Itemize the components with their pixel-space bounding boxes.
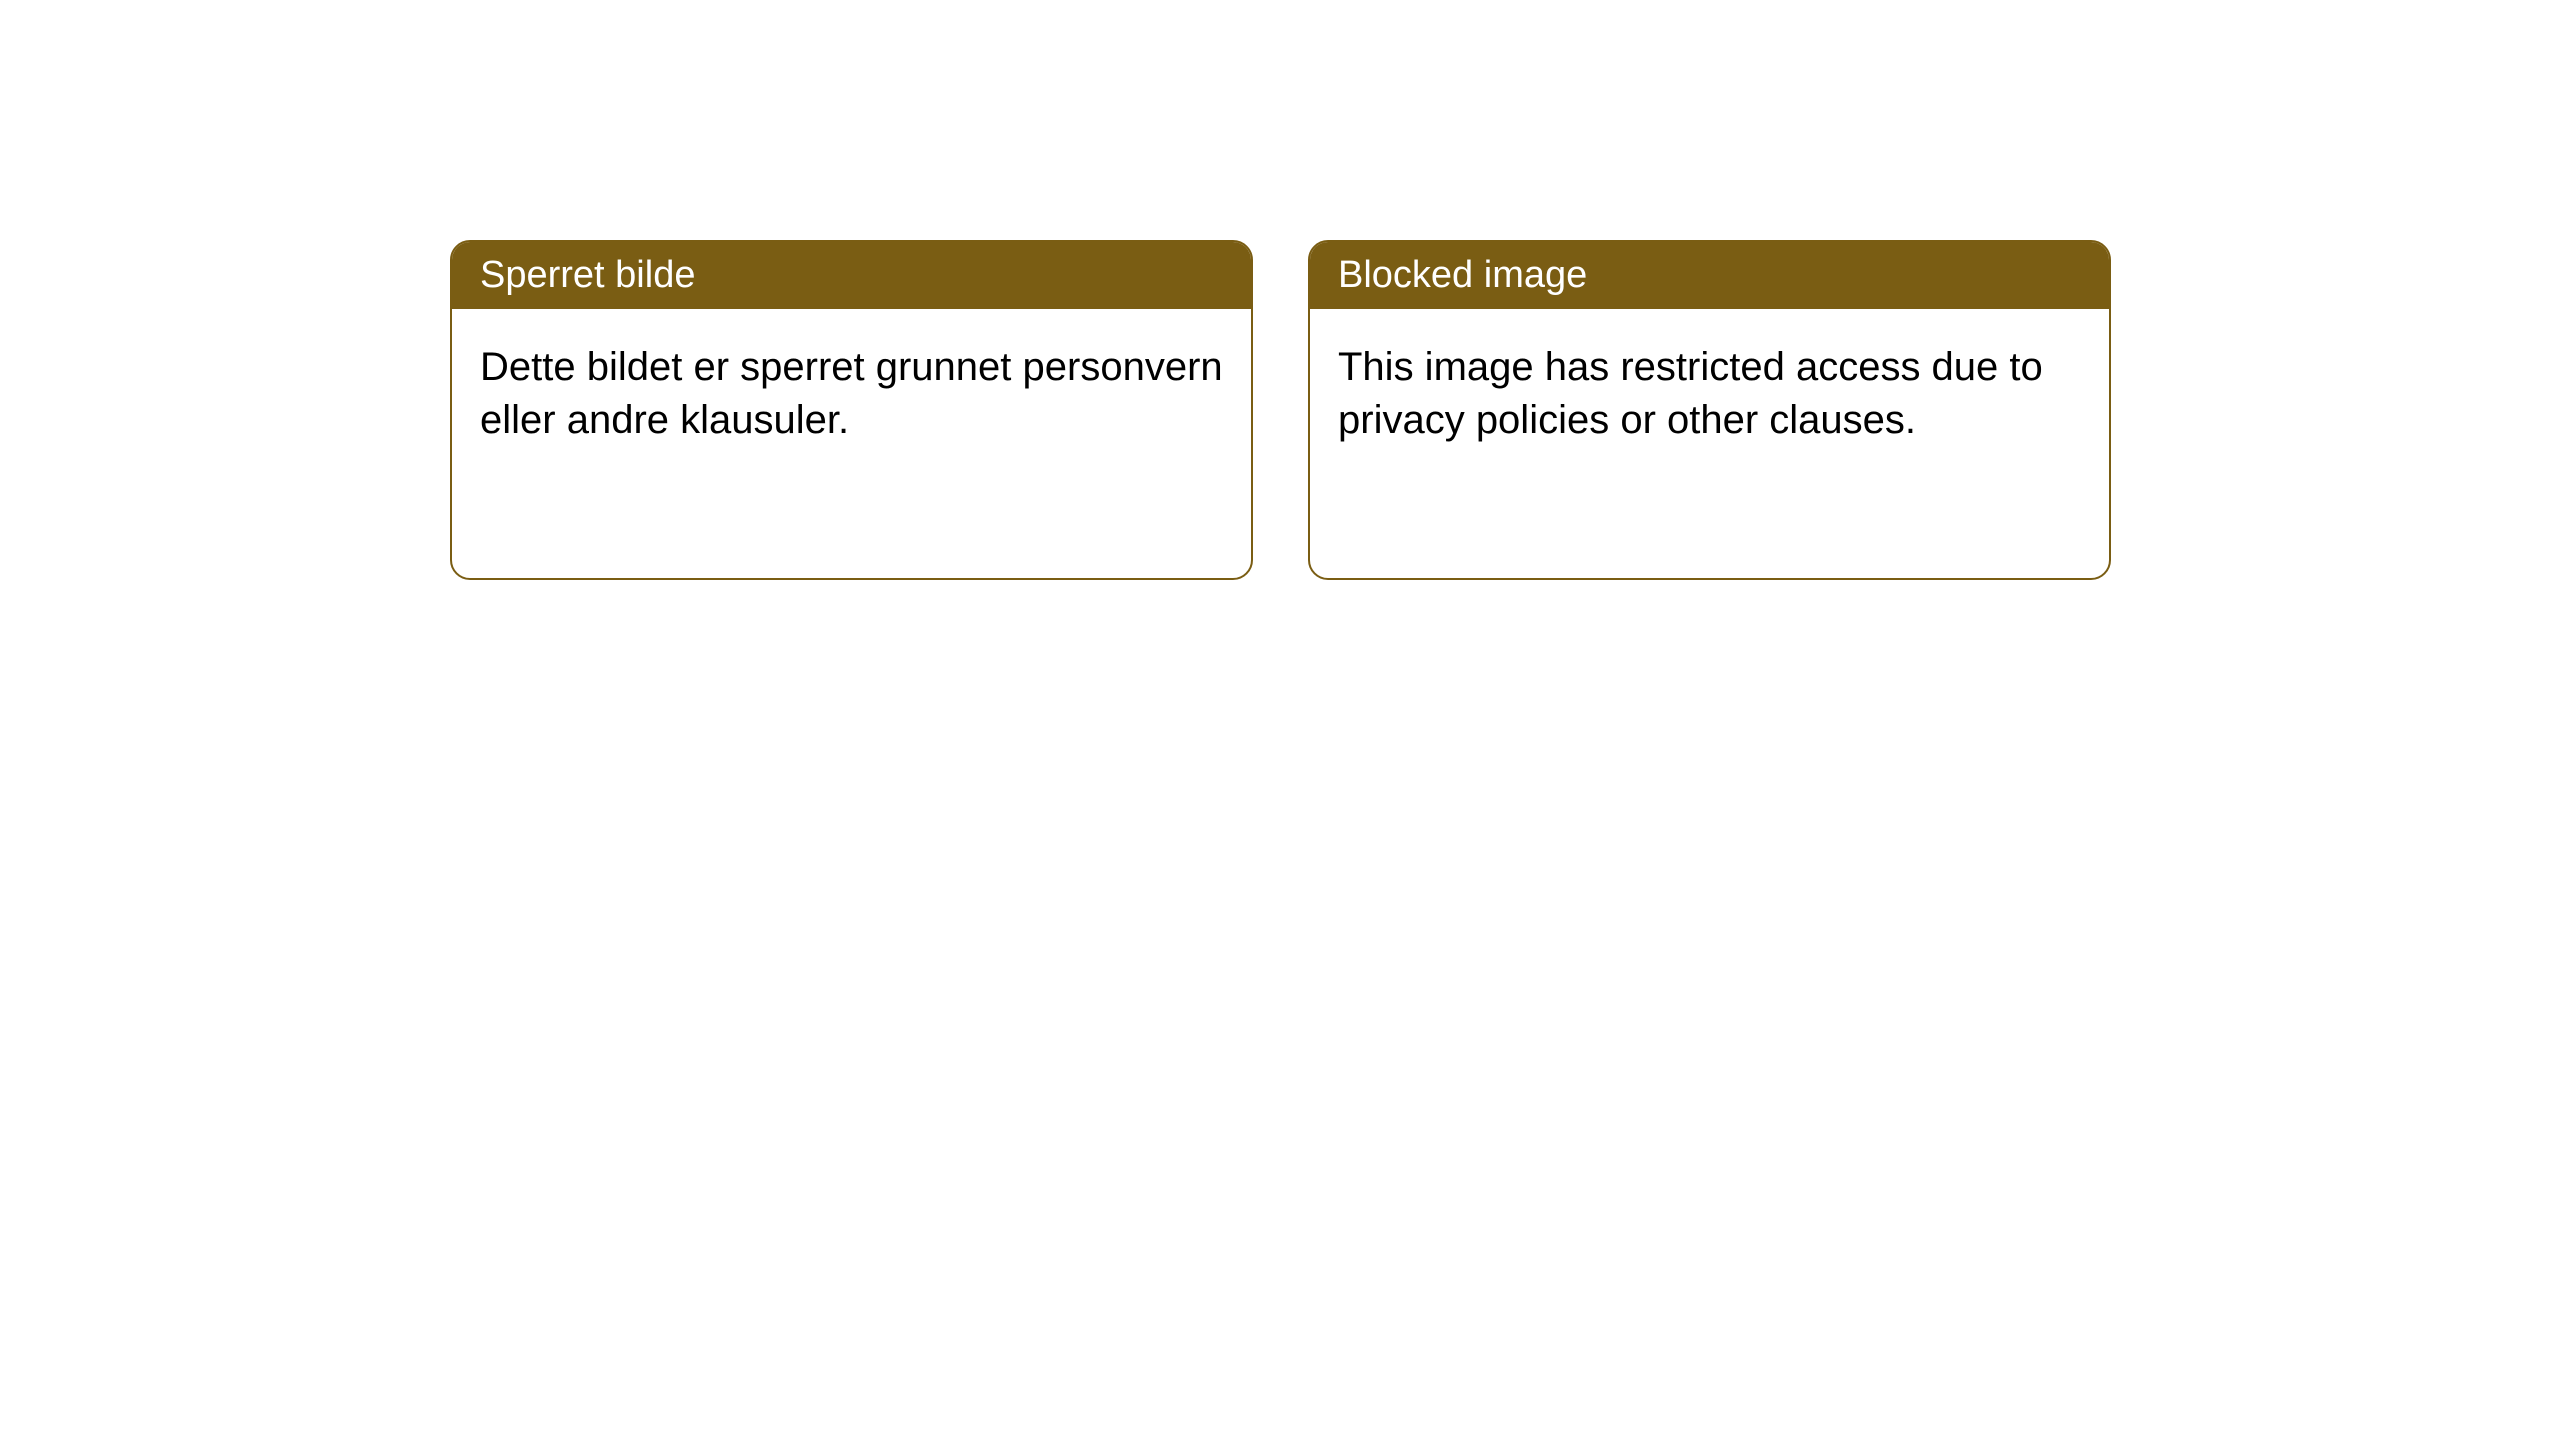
card-body-text: This image has restricted access due to … [1310,309,2109,479]
card-header-title: Blocked image [1310,242,2109,309]
blocked-image-card-no: Sperret bilde Dette bildet er sperret gr… [450,240,1253,580]
blocked-image-card-en: Blocked image This image has restricted … [1308,240,2111,580]
card-body-text: Dette bildet er sperret grunnet personve… [452,309,1251,479]
blocked-image-cards: Sperret bilde Dette bildet er sperret gr… [450,240,2111,580]
card-header-title: Sperret bilde [452,242,1251,309]
